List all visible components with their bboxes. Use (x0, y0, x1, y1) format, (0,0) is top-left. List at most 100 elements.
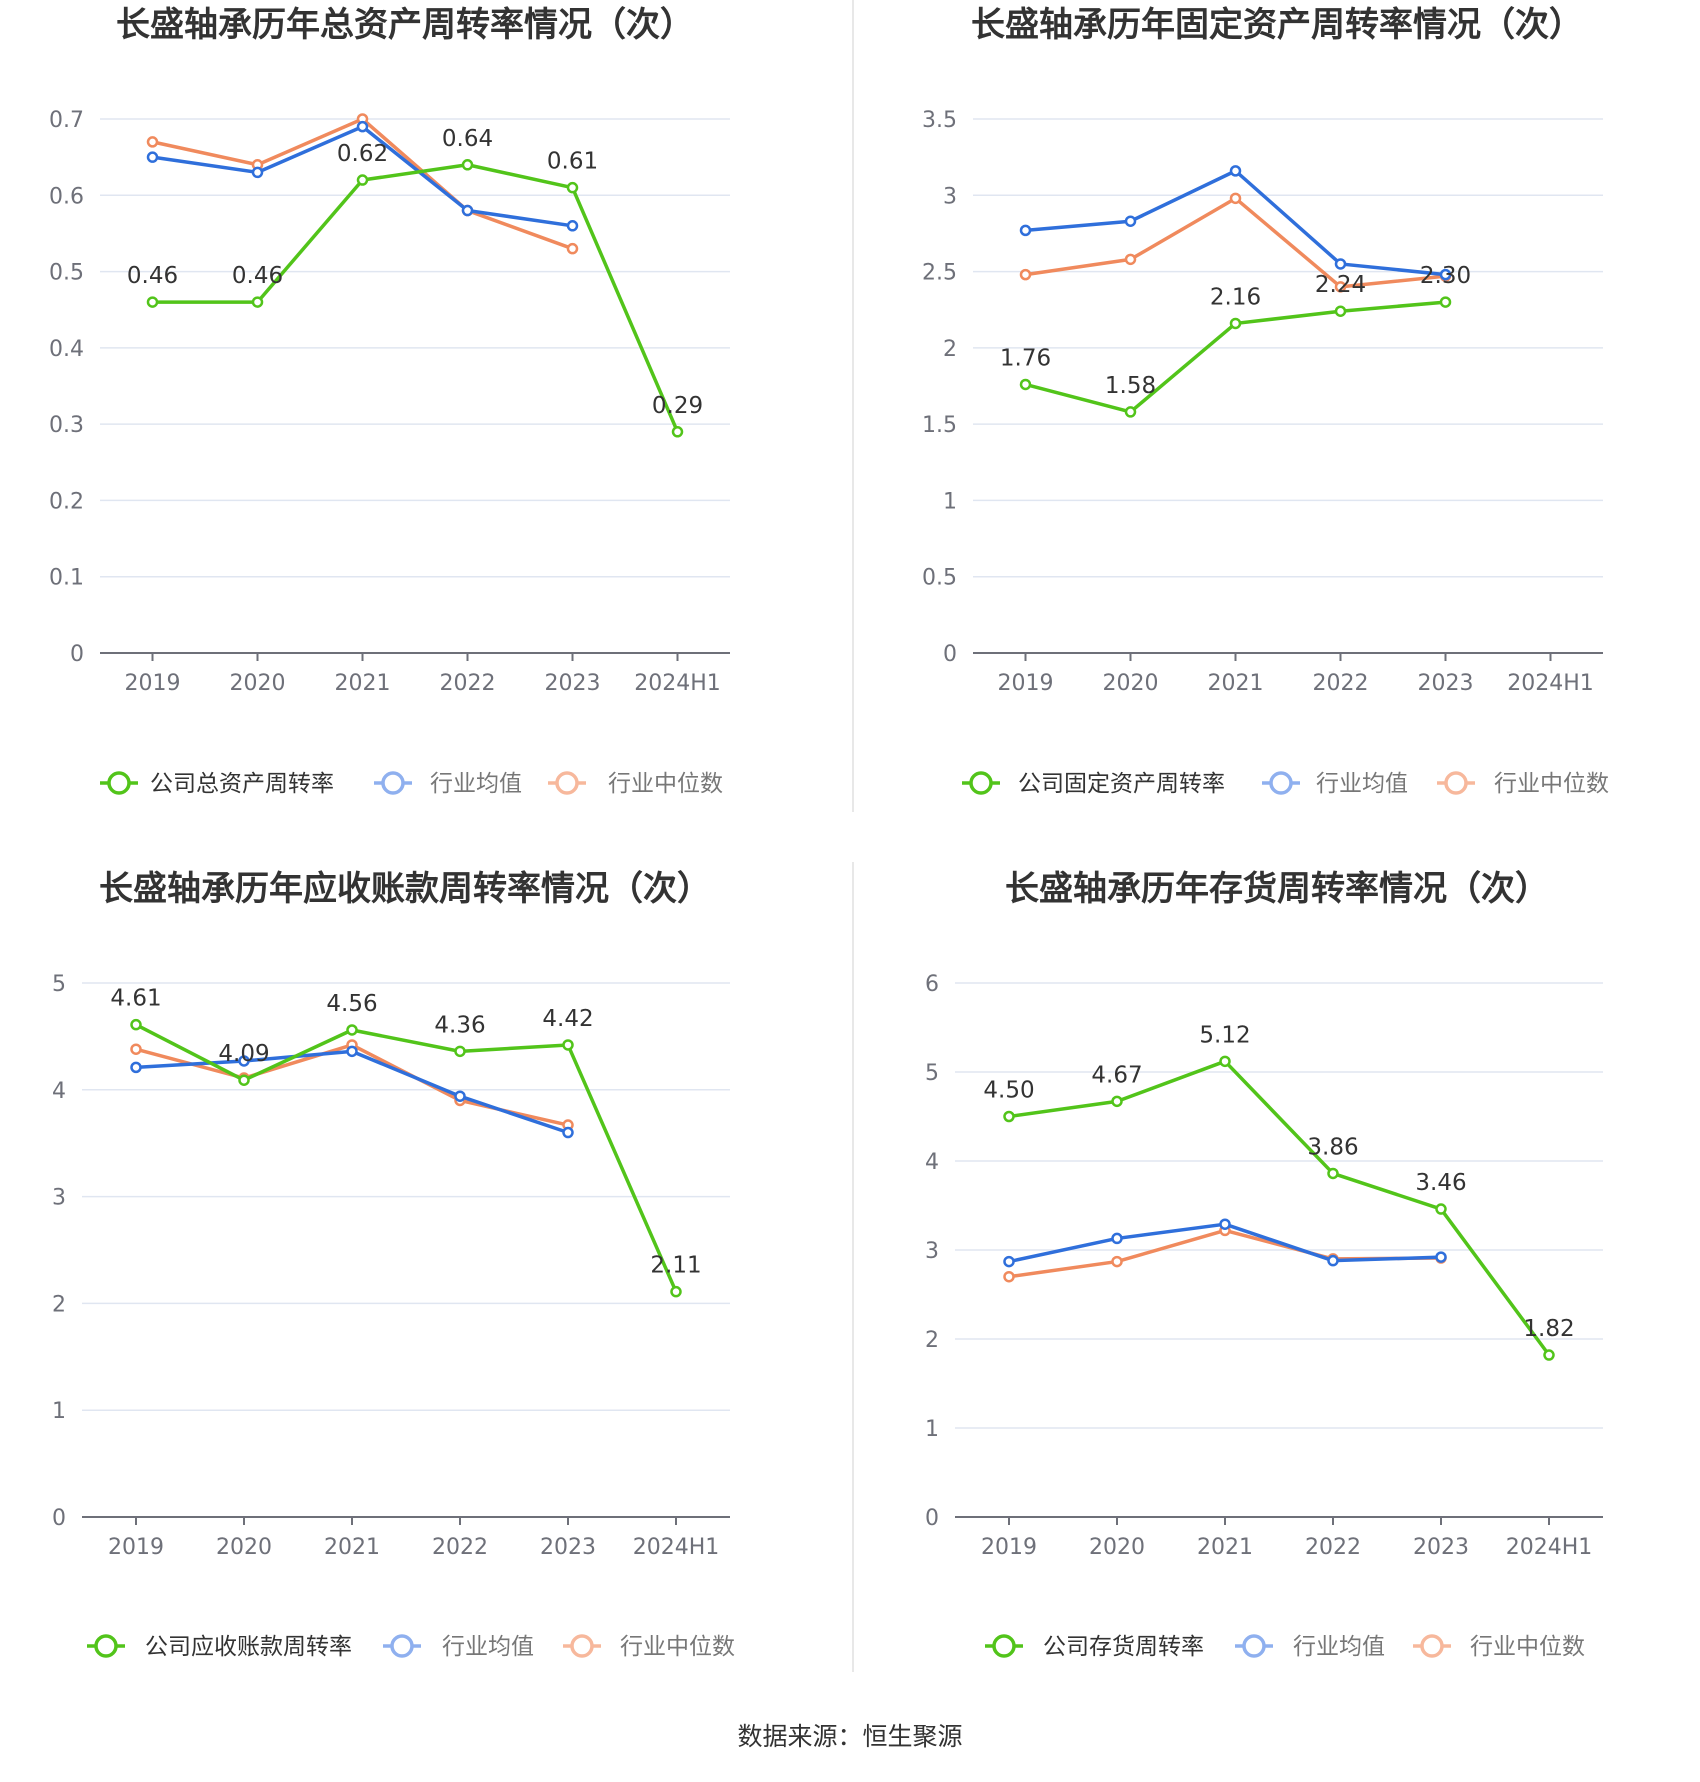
x-tick-label: 2021 (335, 671, 391, 696)
legend-item-industry-median[interactable]: 行业中位数 (548, 771, 723, 797)
data-point-industry-average[interactable] (1439, 268, 1452, 281)
data-point-industry-average[interactable] (1019, 224, 1032, 237)
legend-item-industry-median[interactable]: 行业中位数 (1437, 771, 1609, 797)
data-point-industry-average[interactable] (461, 204, 474, 217)
data-point-industry-median[interactable] (1111, 1255, 1123, 1268)
data-point-company[interactable] (356, 174, 369, 186)
data-point-company[interactable] (1439, 296, 1452, 308)
data-point-company[interactable] (238, 1074, 250, 1086)
legend-marker-icon (555, 771, 579, 795)
data-point-company[interactable] (346, 1024, 358, 1036)
data-point-industry-median[interactable] (1124, 253, 1137, 266)
data-point-industry-average[interactable] (146, 151, 159, 163)
x-tick-label: 2022 (440, 671, 496, 696)
y-tick-label: 1.5 (922, 413, 957, 438)
data-point-company[interactable] (461, 159, 474, 171)
data-source: 数据来源：恒生聚源 (737, 1722, 962, 1751)
data-point-industry-median[interactable] (566, 242, 579, 255)
data-point-company[interactable] (1219, 1055, 1231, 1068)
x-tick-label: 2020 (216, 1535, 272, 1560)
legend-label: 公司存货周转率 (1043, 1634, 1204, 1660)
y-tick-label: 2 (943, 337, 957, 362)
legend-item-company[interactable]: 公司存货周转率 (985, 1634, 1204, 1660)
x-tick-label: 2024H1 (633, 1535, 720, 1560)
data-point-industry-median[interactable] (146, 136, 159, 148)
y-tick-label: 0.1 (49, 566, 84, 591)
data-label: 0.61 (547, 149, 598, 175)
data-point-company[interactable] (566, 181, 579, 194)
legend-item-industry-average[interactable]: 行业均值 (383, 1634, 534, 1660)
data-point-company[interactable] (130, 1018, 142, 1031)
data-label: 4.42 (542, 1006, 593, 1032)
data-point-industry-average[interactable] (356, 120, 369, 133)
data-point-company[interactable] (1019, 378, 1032, 391)
data-point-industry-average[interactable] (1124, 215, 1137, 227)
data-point-company[interactable] (1111, 1095, 1123, 1108)
x-tick-label: 2024H1 (1506, 1535, 1593, 1560)
data-point-industry-average[interactable] (1111, 1232, 1123, 1245)
data-label: 2.24 (1315, 272, 1366, 298)
data-label: 3.46 (1415, 1170, 1466, 1196)
x-tick-label: 2020 (1089, 1535, 1145, 1560)
data-point-company[interactable] (671, 426, 684, 438)
x-tick-label: 2022 (1305, 1535, 1361, 1560)
data-point-industry-median[interactable] (1334, 281, 1347, 293)
data-point-company[interactable] (1334, 305, 1347, 317)
data-point-company[interactable] (1003, 1110, 1015, 1123)
legend-marker-icon (992, 1634, 1016, 1658)
chart-panel-4: 长盛轴承历年存货周转率情况（次） 0 1 2 3 4 5 6 2019 2020 2021 2022 2… (925, 869, 1603, 1660)
legend-item-company[interactable]: 公司应收账款周转率 (87, 1634, 352, 1660)
y-tick-label: 1 (52, 1399, 66, 1424)
data-point-company[interactable] (1124, 406, 1137, 418)
data-point-industry-average[interactable] (1327, 1254, 1339, 1267)
legend-item-company[interactable]: 公司总资产周转率 (100, 771, 334, 797)
data-point-industry-average[interactable] (1334, 258, 1347, 270)
data-point-industry-average[interactable] (346, 1045, 358, 1058)
legend-item-industry-average[interactable]: 行业均值 (1235, 1634, 1385, 1660)
data-point-industry-average[interactable] (1435, 1251, 1447, 1263)
y-tick-label: 4 (52, 1079, 66, 1104)
legend-item-industry-median[interactable]: 行业中位数 (563, 1634, 735, 1660)
series-line-industry-average (1025, 169, 1446, 277)
data-point-company[interactable] (670, 1285, 682, 1298)
legend-item-industry-average[interactable]: 行业均值 (374, 771, 522, 797)
data-label: 1.58 (1105, 373, 1156, 399)
data-point-industry-median[interactable] (1003, 1270, 1015, 1283)
data-label: 2.11 (650, 1253, 701, 1279)
data-point-company[interactable] (1435, 1203, 1447, 1215)
legend-item-industry-average[interactable]: 行业均值 (1262, 771, 1408, 797)
data-point-industry-average[interactable] (130, 1061, 142, 1074)
data-point-company[interactable] (454, 1045, 466, 1058)
x-tick-label: 2019 (108, 1535, 164, 1560)
y-tick-label: 0 (70, 642, 84, 667)
data-point-industry-average[interactable] (562, 1126, 574, 1139)
legend-item-industry-median[interactable]: 行业中位数 (1413, 1634, 1585, 1660)
data-point-industry-average[interactable] (454, 1090, 466, 1102)
data-point-company[interactable] (1543, 1349, 1555, 1361)
legend-label: 行业均值 (1316, 771, 1408, 797)
data-point-company[interactable] (1229, 317, 1242, 330)
data-point-industry-median[interactable] (1229, 192, 1242, 205)
data-label: 4.09 (218, 1041, 269, 1067)
data-point-industry-average[interactable] (566, 220, 579, 232)
data-point-industry-average[interactable] (238, 1055, 250, 1067)
y-tick-label: 4 (925, 1150, 939, 1175)
data-point-company[interactable] (251, 296, 264, 308)
legend-marker-icon (1444, 771, 1468, 795)
data-point-industry-average[interactable] (251, 166, 264, 179)
data-point-industry-median[interactable] (1019, 268, 1032, 281)
data-point-industry-average[interactable] (1219, 1218, 1231, 1230)
legend-item-company[interactable]: 公司固定资产周转率 (962, 771, 1225, 797)
data-point-industry-median[interactable] (130, 1043, 142, 1055)
y-tick-label: 1 (925, 1417, 939, 1442)
y-tick-label: 0.7 (49, 108, 84, 133)
legend-marker-icon (1269, 771, 1293, 795)
data-point-company[interactable] (562, 1039, 574, 1051)
data-point-company[interactable] (146, 296, 159, 308)
data-point-company[interactable] (1327, 1167, 1339, 1180)
data-point-industry-average[interactable] (1229, 165, 1242, 177)
x-tick-label: 2023 (540, 1535, 596, 1560)
y-tick-label: 0 (925, 1506, 939, 1531)
data-point-industry-average[interactable] (1003, 1255, 1015, 1268)
